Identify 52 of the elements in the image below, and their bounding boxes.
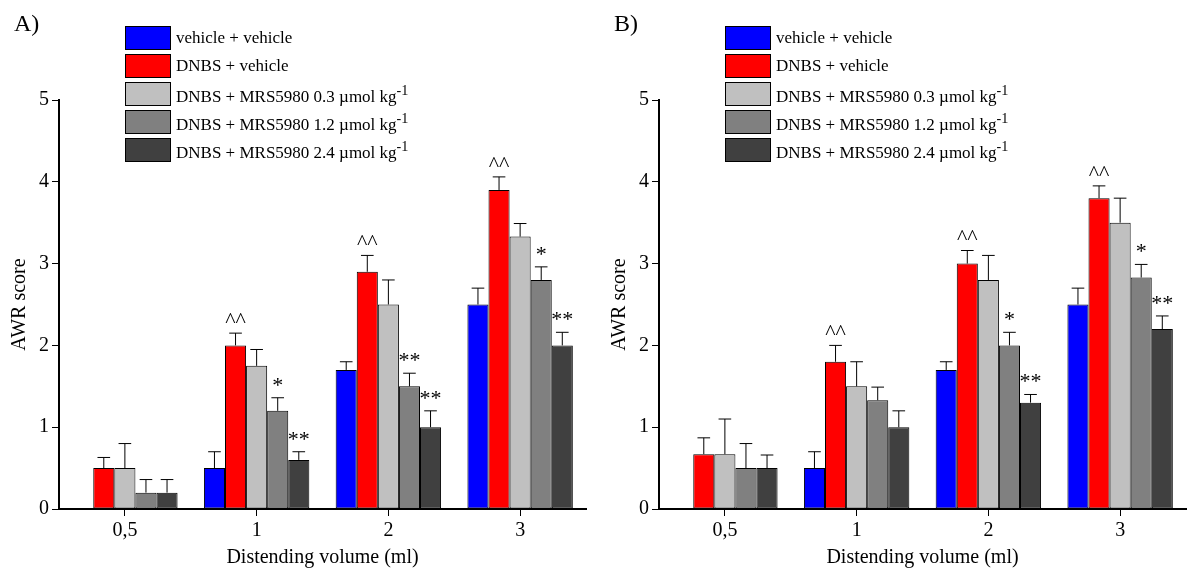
x-tick-label: 3 — [515, 518, 526, 541]
data-label: ^^ — [225, 306, 247, 332]
data-label: * — [1135, 238, 1147, 264]
y-tick-label: 0 — [639, 496, 649, 519]
x-axis-title: Distending volume (ml) — [226, 545, 419, 569]
data-label: ** — [419, 384, 442, 410]
data-label: ^^ — [956, 224, 979, 250]
chart-title: B) — [614, 10, 638, 37]
x-axis-title: Distending volume (ml) — [826, 545, 1019, 569]
legend-label: DNBS + MRS5980 0.3 µmol kg$^{-1}$ — [776, 81, 1009, 107]
legend-label: vehicle + vehicle — [176, 28, 293, 48]
y-tick-label: 1 — [39, 414, 49, 437]
x-tick-label: 1 — [251, 518, 262, 541]
y-tick-label: 3 — [39, 250, 49, 273]
data-label: ** — [1151, 289, 1174, 315]
data-label: * — [1003, 306, 1015, 332]
y-tick-label: 0 — [39, 496, 49, 519]
data-label: * — [535, 240, 547, 266]
data-label: ** — [287, 425, 310, 451]
x-tick-label: 2 — [383, 518, 394, 541]
y-tick-label: 5 — [39, 87, 49, 110]
legend-label: DNBS + MRS5980 2.4 µmol kg$^{-1}$ — [176, 137, 409, 163]
y-tick-label: 1 — [639, 414, 649, 437]
y-tick-label: 5 — [639, 87, 649, 110]
x-tick-label: 3 — [1115, 518, 1126, 541]
x-tick-label: 0,5 — [112, 518, 138, 541]
data-label: * — [272, 371, 284, 397]
legend-label: DNBS + MRS5980 1.2 µmol kg$^{-1}$ — [176, 109, 409, 135]
legend-label: DNBS + MRS5980 2.4 µmol kg$^{-1}$ — [776, 137, 1009, 163]
y-tick-label: 2 — [639, 332, 649, 355]
y-axis-title: AWR score — [7, 258, 30, 351]
legend-label: DNBS + MRS5980 1.2 µmol kg$^{-1}$ — [776, 109, 1009, 135]
data-label: ^^ — [356, 229, 379, 255]
data-label: ^^ — [1088, 159, 1111, 185]
y-tick-label: 4 — [39, 169, 49, 192]
chart-title: A) — [14, 10, 40, 37]
data-label: ^^ — [488, 150, 511, 176]
legend-label: DNBS + MRS5980 0.3 µmol kg$^{-1}$ — [176, 81, 409, 107]
y-tick-label: 3 — [639, 250, 649, 273]
y-tick-label: 2 — [39, 332, 49, 355]
legend-label: vehicle + vehicle — [776, 28, 893, 48]
x-tick-label: 0,5 — [712, 518, 738, 541]
x-tick-label: 1 — [851, 518, 862, 541]
data-label: ** — [1019, 368, 1042, 394]
data-label: ** — [551, 306, 574, 332]
data-label: ** — [398, 346, 421, 372]
y-axis-title: AWR score — [607, 258, 630, 351]
data-label: ^^ — [825, 319, 847, 345]
y-tick-label: 4 — [639, 169, 649, 192]
legend-label: DNBS + vehicle — [776, 56, 889, 76]
legend-label: DNBS + vehicle — [176, 56, 289, 76]
x-tick-label: 2 — [983, 518, 994, 541]
